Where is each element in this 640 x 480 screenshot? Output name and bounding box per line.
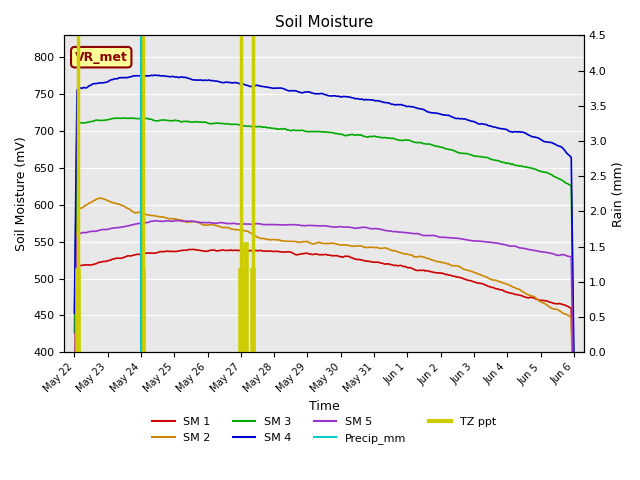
SM 3 bbox=[88, 119, 95, 124]
SM 2 bbox=[70, 383, 78, 389]
SM 1 bbox=[88, 262, 95, 268]
Line: SM 2: SM 2 bbox=[74, 198, 574, 450]
SM 3 bbox=[502, 161, 510, 167]
SM 4 bbox=[568, 155, 575, 160]
SM 4 bbox=[502, 126, 510, 132]
SM 4 bbox=[428, 110, 436, 116]
Y-axis label: Soil Moisture (mV): Soil Moisture (mV) bbox=[15, 136, 28, 251]
SM 4 bbox=[570, 351, 578, 357]
SM 3 bbox=[70, 330, 78, 336]
SM 5 bbox=[103, 227, 111, 232]
Line: SM 4: SM 4 bbox=[74, 75, 574, 354]
Line: SM 5: SM 5 bbox=[74, 220, 574, 413]
SM 3 bbox=[568, 183, 575, 189]
SM 2 bbox=[95, 195, 103, 201]
SM 4 bbox=[329, 93, 337, 99]
SM 1 bbox=[502, 289, 510, 295]
Text: VR_met: VR_met bbox=[75, 51, 127, 64]
X-axis label: Time: Time bbox=[308, 400, 339, 413]
SM 3 bbox=[120, 115, 128, 121]
SM 1 bbox=[103, 258, 111, 264]
SM 2 bbox=[88, 199, 95, 205]
Title: Soil Moisture: Soil Moisture bbox=[275, 15, 373, 30]
SM 5 bbox=[172, 217, 180, 223]
SM 2 bbox=[104, 198, 112, 204]
SM 5 bbox=[428, 233, 436, 239]
SM 3 bbox=[570, 368, 578, 374]
SM 1 bbox=[329, 253, 337, 259]
SM 5 bbox=[568, 254, 575, 260]
SM 1 bbox=[570, 441, 578, 447]
Y-axis label: Rain (mm): Rain (mm) bbox=[612, 161, 625, 227]
SM 3 bbox=[329, 130, 337, 135]
SM 4 bbox=[88, 82, 95, 88]
SM 3 bbox=[103, 117, 111, 122]
SM 2 bbox=[570, 447, 578, 453]
Line: SM 3: SM 3 bbox=[74, 118, 574, 371]
SM 4 bbox=[103, 79, 111, 85]
SM 2 bbox=[428, 257, 436, 263]
SM 5 bbox=[329, 224, 337, 230]
SM 1 bbox=[189, 247, 197, 252]
SM 5 bbox=[502, 242, 510, 248]
Legend: SM 1, SM 2, SM 3, SM 4, SM 5, Precip_mm, TZ ppt: SM 1, SM 2, SM 3, SM 4, SM 5, Precip_mm,… bbox=[148, 413, 500, 448]
SM 2 bbox=[502, 281, 510, 287]
SM 1 bbox=[428, 269, 436, 275]
SM 2 bbox=[568, 314, 575, 320]
SM 1 bbox=[568, 306, 575, 312]
SM 5 bbox=[570, 410, 578, 416]
SM 1 bbox=[70, 416, 78, 422]
SM 4 bbox=[70, 310, 78, 316]
SM 5 bbox=[70, 396, 78, 402]
SM 2 bbox=[329, 240, 337, 246]
Line: SM 1: SM 1 bbox=[74, 250, 574, 444]
SM 3 bbox=[428, 142, 436, 148]
SM 5 bbox=[88, 228, 95, 234]
SM 4 bbox=[150, 72, 158, 78]
